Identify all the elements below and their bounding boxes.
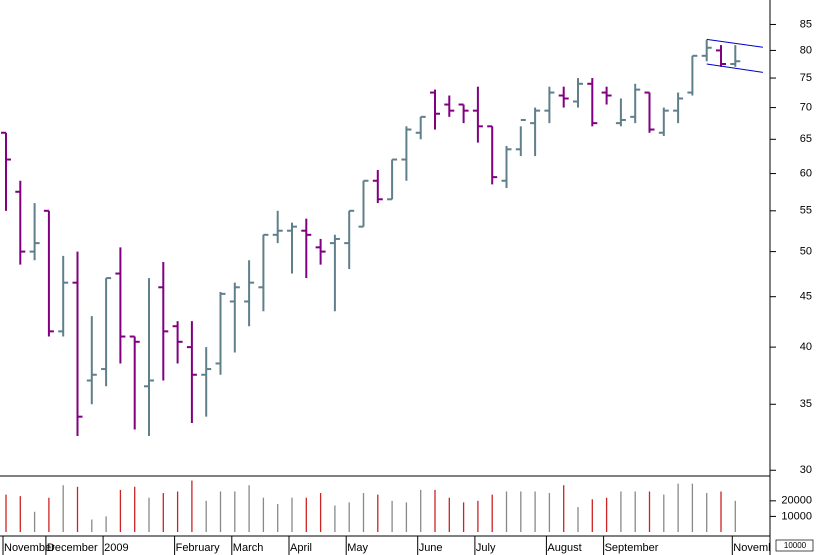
volume-scale-label: 10000 bbox=[784, 541, 807, 550]
y-tick-label: 85 bbox=[800, 18, 812, 30]
x-tick-label: June bbox=[419, 542, 443, 554]
x-tick-label: December bbox=[47, 542, 98, 554]
x-tick-label: August bbox=[547, 542, 581, 554]
x-tick-label: 2009 bbox=[104, 542, 128, 554]
x-tick-label: March bbox=[233, 542, 264, 554]
y-tick-label: 40 bbox=[800, 341, 812, 353]
y-tick-label: 50 bbox=[800, 246, 812, 258]
y-tick-label: 55 bbox=[800, 205, 812, 217]
y-tick-label: 30 bbox=[800, 464, 812, 476]
y-tick-label: 70 bbox=[800, 101, 812, 113]
y-tick-label: 60 bbox=[800, 167, 812, 179]
x-tick-label: February bbox=[176, 542, 221, 554]
x-tick-label: May bbox=[347, 542, 368, 554]
volume-tick-label: 10000 bbox=[781, 510, 812, 522]
y-tick-label: 75 bbox=[800, 72, 812, 84]
channel-line bbox=[706, 63, 763, 73]
x-tick-label: April bbox=[290, 542, 312, 554]
volume-scale-box bbox=[775, 539, 814, 552]
y-tick-label: 80 bbox=[800, 44, 812, 56]
x-tick-label: July bbox=[476, 542, 496, 554]
x-tick-label: September bbox=[605, 542, 659, 554]
channel-line bbox=[706, 38, 763, 48]
y-tick-label: 45 bbox=[800, 291, 812, 303]
x-tick-label: November bbox=[4, 542, 55, 554]
volume-tick-label: 20000 bbox=[781, 495, 812, 507]
x-tick-label: November bbox=[733, 542, 784, 554]
y-tick-label: 35 bbox=[800, 398, 812, 410]
y-tick-label: 65 bbox=[800, 133, 812, 145]
